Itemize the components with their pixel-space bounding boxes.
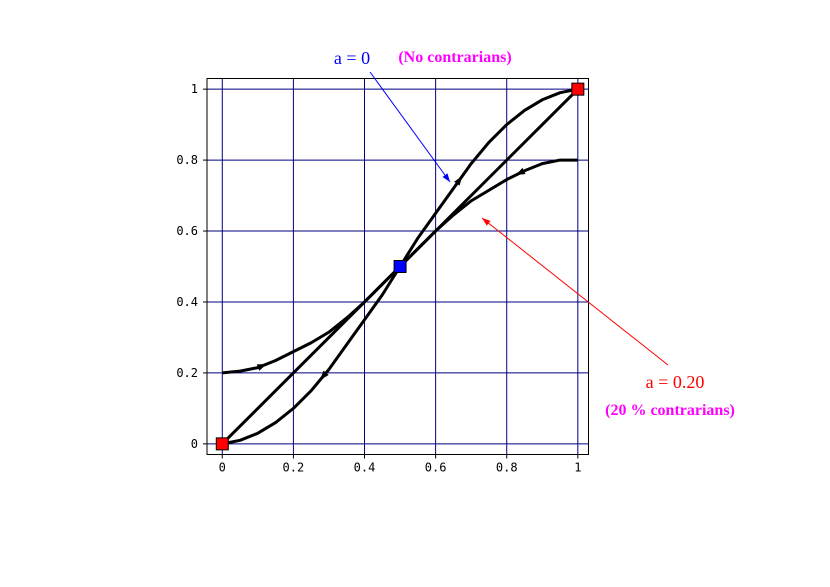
marker bbox=[215, 437, 229, 451]
y-tick-label: 0.2 bbox=[176, 366, 198, 380]
arrow-head bbox=[515, 167, 526, 176]
x-tick-label: 0.4 bbox=[354, 461, 376, 475]
y-tick-label: 0.8 bbox=[176, 153, 198, 167]
y-tick-label: 0 bbox=[191, 437, 198, 451]
arrow-head bbox=[454, 176, 463, 186]
annotation-arrow bbox=[481, 217, 669, 366]
plot-frame bbox=[206, 78, 589, 455]
marker bbox=[571, 82, 585, 96]
marker bbox=[393, 260, 407, 273]
annotation: (20 % contrarians) bbox=[605, 402, 735, 419]
y-tick-label: 1 bbox=[191, 82, 198, 96]
arrow-head bbox=[256, 364, 267, 371]
y-tick-label: 0.6 bbox=[176, 224, 198, 238]
annotation: a = 0.20 bbox=[646, 372, 705, 392]
y-tick-label: 0.4 bbox=[176, 295, 198, 309]
x-tick-label: 0.2 bbox=[283, 461, 305, 475]
x-tick-label: 0.8 bbox=[496, 461, 518, 475]
x-tick-label: 0 bbox=[219, 461, 226, 475]
x-tick-label: 0.6 bbox=[425, 461, 447, 475]
arrow-head bbox=[442, 173, 450, 182]
arrow-head bbox=[320, 370, 329, 381]
arrow-head bbox=[482, 218, 491, 226]
annotation-arrow bbox=[369, 71, 451, 183]
annotation: (No contrarians) bbox=[398, 49, 511, 66]
annotation: a = 0 bbox=[334, 48, 370, 68]
x-tick-label: 1 bbox=[574, 461, 581, 475]
